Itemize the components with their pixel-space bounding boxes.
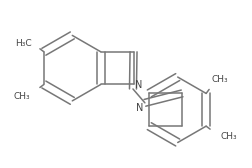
Text: CH₃: CH₃ [211,75,228,84]
Text: CH₃: CH₃ [220,132,237,141]
Text: N: N [136,103,143,113]
Text: H₃C: H₃C [15,39,32,48]
Text: N: N [135,80,142,90]
Text: CH₃: CH₃ [13,92,30,101]
